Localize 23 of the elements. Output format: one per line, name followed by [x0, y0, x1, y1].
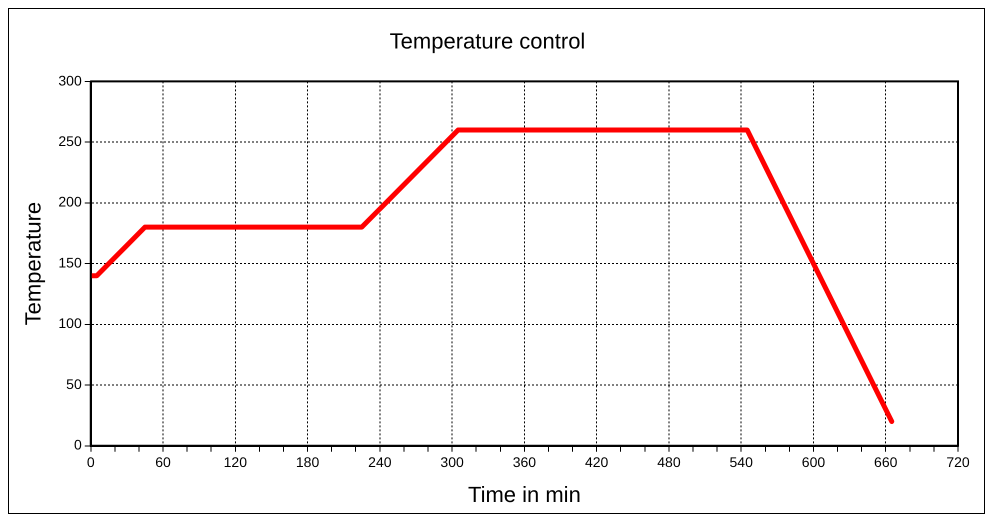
y-tick-label: 100: [58, 315, 82, 332]
x-tick-label: 720: [946, 454, 970, 470]
y-axis-title: Temperature: [20, 202, 46, 326]
y-tick-label: 0: [74, 436, 82, 453]
x-tick-label: 540: [730, 454, 754, 470]
x-tick-label: 420: [584, 454, 609, 470]
x-tick-label: 0: [86, 454, 95, 470]
y-tick-label: 250: [58, 132, 82, 149]
x-tick-label: 600: [802, 454, 826, 470]
x-tick-label: 60: [155, 454, 172, 470]
y-tick-label: 150: [58, 254, 82, 270]
x-tick-label: 360: [512, 454, 536, 470]
x-tick-label: 660: [874, 454, 898, 470]
x-axis-title: Time in min: [468, 482, 581, 507]
y-tick-label: 200: [58, 194, 82, 210]
x-tick-label: 120: [224, 454, 248, 470]
x-tick-label: 240: [368, 454, 392, 470]
y-tick-label: 50: [66, 376, 82, 392]
x-tick-label: 480: [657, 454, 681, 470]
x-tick-label: 300: [440, 454, 464, 470]
chart-title: Temperature control: [390, 28, 586, 54]
x-tick-label: 180: [296, 454, 320, 470]
y-tick-label: 300: [58, 72, 82, 88]
